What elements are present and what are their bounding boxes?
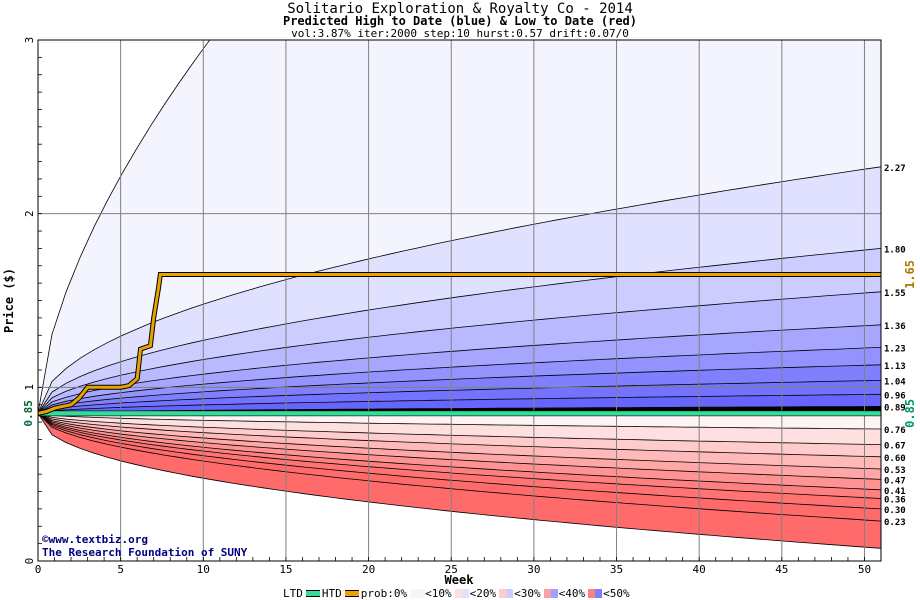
- chart-subtitle: Predicted High to Date (blue) & Low to D…: [282, 14, 637, 28]
- legend-htd-label: HTD: [321, 586, 342, 600]
- legend-band-50-label: <50%: [603, 586, 630, 600]
- x-tick-label-30: 30: [527, 563, 540, 576]
- percentile-label-1.55: 1.55: [884, 289, 906, 299]
- percentile-curve-8: [38, 393, 881, 414]
- percentile-label-1.13: 1.13: [884, 362, 906, 372]
- legend-band-40-50-swatch: [588, 588, 603, 598]
- x-tick-label-10: 10: [197, 563, 210, 576]
- percentile-curve-9: [38, 406, 881, 414]
- percentile-label-1.23: 1.23: [884, 344, 906, 354]
- x-tick-label-25: 25: [445, 563, 458, 576]
- percentile-curve-5: [38, 347, 881, 414]
- chart-title: Solitario Exploration & Royalty Co - 201…: [287, 1, 633, 17]
- x-tick-label-0: 0: [35, 563, 42, 576]
- percentile-label-0.30: 0.30: [884, 506, 906, 516]
- legend-band-0-10-swatch: [410, 588, 425, 598]
- legend-band-10-20-swatch: [454, 588, 469, 598]
- htd-value-label: 1.65: [903, 260, 917, 289]
- percentile-curve-6: [38, 364, 881, 414]
- legend-band-20-label: <20%: [469, 586, 497, 600]
- legend-ltd-swatch: [305, 589, 320, 597]
- htd-line: [37, 273, 881, 415]
- percentile-curve-3: [38, 291, 881, 414]
- legend-prob-label: prob:0%: [360, 586, 408, 600]
- y-axis-label: Price ($): [2, 268, 16, 333]
- start-price-label: 0.85: [22, 400, 35, 427]
- x-tick-label-20: 20: [362, 563, 375, 576]
- percentile-curve-12: [38, 413, 881, 458]
- percentile-label-1.80: 1.80: [884, 245, 906, 255]
- credit-organization: The Research Foundation of SUNY: [42, 546, 248, 559]
- legend-band-30-label: <30%: [514, 586, 541, 600]
- chart-legend: LTD HTD prob:0% <10% <20% <30% <40% <50%: [283, 586, 631, 600]
- legend-band-20-30-swatch: [499, 588, 514, 598]
- bands-group: [38, 40, 881, 561]
- percentile-curve-17: [38, 413, 881, 510]
- y-tick-label-0: 0: [23, 558, 36, 565]
- percentile-label-0.96: 0.96: [884, 391, 906, 401]
- percentile-curve-10: [38, 413, 881, 430]
- y-tick-label-1: 1: [23, 384, 36, 391]
- credit-website: ©www.textbiz.org: [42, 533, 148, 546]
- chart-parameters: vol:3.87% iter:2000 step:10 hurst:0.57 d…: [291, 27, 629, 40]
- percentile-label-0.60: 0.60: [884, 454, 906, 464]
- legend-band-30-40-swatch: [543, 588, 558, 598]
- percentile-curve-14: [38, 413, 881, 480]
- percentile-curve-2: [38, 248, 881, 414]
- percentile-curve-18: [38, 413, 881, 522]
- percentile-label-1.04: 1.04: [884, 377, 906, 387]
- percentile-curve-16: [38, 413, 881, 499]
- percentile-label-2.27: 2.27: [884, 164, 906, 174]
- legend-band-40-label: <40%: [558, 586, 586, 600]
- legend-ltd-label: LTD: [283, 586, 303, 600]
- percentile-label-0.41: 0.41: [884, 487, 906, 497]
- ltd-line: [37, 410, 882, 417]
- x-tick-label-35: 35: [610, 563, 623, 576]
- percentile-curve-4: [38, 324, 881, 414]
- ltd-value-label: 0.85: [903, 399, 917, 428]
- percentile-curve-11: [38, 413, 881, 445]
- percentile-label-0.67: 0.67: [884, 442, 906, 452]
- percentile-curve-0: [38, 40, 211, 414]
- legend-htd-swatch: [344, 589, 359, 597]
- percentile-curve-7: [38, 380, 881, 414]
- band-below-outer-low: [38, 413, 881, 561]
- percentile-curve-19: [38, 413, 881, 549]
- percentile-label-0.89: 0.89: [884, 403, 906, 413]
- y-tick-label-2: 2: [23, 210, 36, 217]
- percentile-label-0.76: 0.76: [884, 426, 906, 436]
- percentile-label-0.53: 0.53: [884, 466, 906, 476]
- percentile-label-0.36: 0.36: [884, 495, 906, 505]
- x-axis-label: Week: [445, 573, 475, 587]
- x-tick-label-50: 50: [858, 563, 871, 576]
- percentile-label-0.47: 0.47: [884, 476, 906, 486]
- legend-band-10-label: <10%: [425, 586, 452, 600]
- percentile-curve-1: [38, 166, 881, 414]
- red-band-0: [38, 413, 881, 429]
- percentile-curve-13: [38, 413, 881, 470]
- x-tick-label-5: 5: [117, 563, 124, 576]
- percentile-label-1.36: 1.36: [884, 322, 906, 332]
- percentile-curve-15: [38, 413, 881, 491]
- plot-border: [37, 39, 882, 562]
- percentile-label-0.23: 0.23: [884, 518, 906, 528]
- x-tick-label-15: 15: [279, 563, 292, 576]
- x-tick-label-40: 40: [693, 563, 706, 576]
- x-tick-label-45: 45: [775, 563, 788, 576]
- y-tick-label-3: 3: [23, 37, 36, 44]
